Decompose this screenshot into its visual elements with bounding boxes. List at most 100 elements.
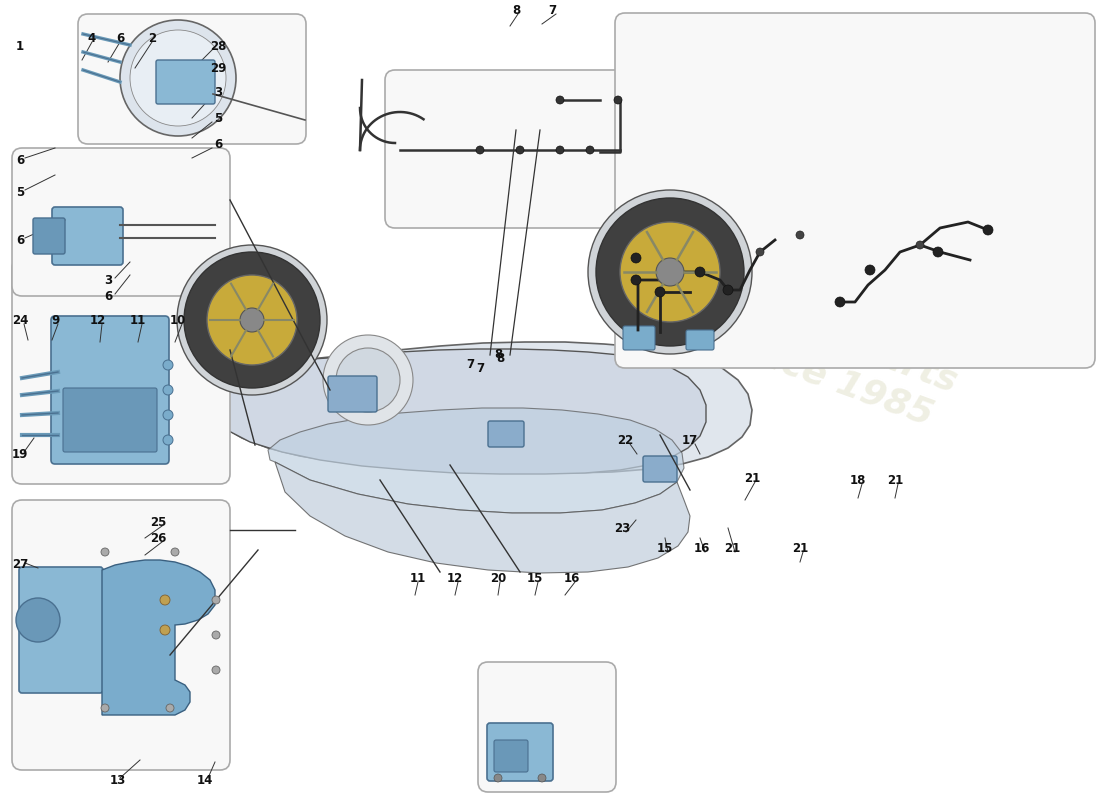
Text: 5: 5: [15, 186, 24, 198]
Text: 12: 12: [447, 571, 463, 585]
Text: 14: 14: [197, 774, 213, 786]
Text: 7: 7: [476, 362, 484, 374]
Text: 3: 3: [213, 86, 222, 98]
FancyBboxPatch shape: [385, 70, 635, 228]
Circle shape: [614, 96, 622, 104]
Circle shape: [130, 30, 225, 126]
Text: 1: 1: [15, 39, 24, 53]
Text: 22: 22: [617, 434, 634, 446]
Text: 7: 7: [548, 3, 557, 17]
Circle shape: [163, 435, 173, 445]
Text: 11: 11: [410, 571, 426, 585]
Circle shape: [163, 385, 173, 395]
Text: 12: 12: [90, 314, 106, 326]
Circle shape: [101, 704, 109, 712]
Circle shape: [212, 666, 220, 674]
Circle shape: [101, 548, 109, 556]
FancyBboxPatch shape: [644, 456, 676, 482]
Circle shape: [16, 598, 60, 642]
Text: 8: 8: [496, 351, 504, 365]
Circle shape: [336, 348, 400, 412]
Circle shape: [756, 248, 764, 256]
Text: 25: 25: [150, 515, 166, 529]
Circle shape: [631, 253, 641, 263]
FancyBboxPatch shape: [51, 316, 169, 464]
Circle shape: [184, 252, 320, 388]
FancyBboxPatch shape: [52, 207, 123, 265]
FancyBboxPatch shape: [328, 376, 377, 412]
Circle shape: [163, 410, 173, 420]
Text: 6: 6: [116, 31, 124, 45]
Circle shape: [865, 265, 874, 275]
Text: 23: 23: [614, 522, 630, 534]
Text: 3: 3: [103, 274, 112, 286]
Text: 18: 18: [850, 474, 866, 486]
FancyBboxPatch shape: [12, 258, 230, 484]
Text: 29: 29: [210, 62, 227, 74]
Text: 9: 9: [51, 314, 59, 326]
Circle shape: [516, 146, 524, 154]
Text: 16: 16: [694, 542, 711, 554]
FancyBboxPatch shape: [19, 567, 103, 693]
Circle shape: [323, 335, 412, 425]
FancyBboxPatch shape: [478, 662, 616, 792]
Text: 24: 24: [12, 314, 29, 326]
Circle shape: [835, 297, 845, 307]
FancyBboxPatch shape: [487, 723, 553, 781]
Text: 2: 2: [147, 31, 156, 45]
Circle shape: [588, 190, 752, 354]
Text: 21: 21: [887, 474, 903, 486]
Text: 5: 5: [213, 111, 222, 125]
FancyBboxPatch shape: [615, 13, 1094, 368]
Circle shape: [240, 308, 264, 332]
Text: 8: 8: [512, 3, 520, 17]
Circle shape: [695, 267, 705, 277]
FancyBboxPatch shape: [488, 421, 524, 447]
Text: 21: 21: [744, 471, 760, 485]
FancyBboxPatch shape: [156, 60, 214, 104]
Text: 21: 21: [792, 542, 808, 554]
Circle shape: [476, 146, 484, 154]
FancyBboxPatch shape: [686, 330, 714, 350]
Circle shape: [160, 625, 170, 635]
Polygon shape: [102, 560, 214, 715]
Text: 7: 7: [466, 358, 474, 371]
Polygon shape: [268, 408, 684, 513]
Circle shape: [933, 247, 943, 257]
Text: 8: 8: [494, 349, 502, 362]
Text: 6: 6: [15, 234, 24, 246]
Text: 4: 4: [88, 31, 96, 45]
Circle shape: [983, 225, 993, 235]
Text: 28: 28: [210, 39, 227, 53]
Circle shape: [654, 287, 666, 297]
Circle shape: [538, 774, 546, 782]
Text: 19: 19: [12, 447, 29, 461]
Circle shape: [556, 146, 564, 154]
FancyBboxPatch shape: [78, 14, 306, 144]
FancyBboxPatch shape: [12, 500, 230, 770]
Circle shape: [166, 704, 174, 712]
Circle shape: [620, 222, 721, 322]
Text: 15: 15: [527, 571, 543, 585]
Polygon shape: [275, 462, 690, 573]
Circle shape: [723, 285, 733, 295]
Circle shape: [596, 198, 744, 346]
Text: 20: 20: [490, 571, 506, 585]
Text: 6: 6: [103, 290, 112, 302]
Circle shape: [163, 360, 173, 370]
Circle shape: [170, 548, 179, 556]
Polygon shape: [178, 342, 752, 473]
Text: 15: 15: [657, 542, 673, 554]
Text: 10: 10: [169, 314, 186, 326]
Circle shape: [212, 631, 220, 639]
Text: 13: 13: [110, 774, 126, 786]
Text: 21: 21: [724, 542, 740, 554]
Text: 6: 6: [15, 154, 24, 166]
Circle shape: [796, 231, 804, 239]
Text: 27: 27: [12, 558, 29, 571]
Circle shape: [631, 275, 641, 285]
Text: 16: 16: [564, 571, 580, 585]
Circle shape: [160, 595, 170, 605]
Text: 17: 17: [682, 434, 698, 446]
Circle shape: [494, 774, 502, 782]
